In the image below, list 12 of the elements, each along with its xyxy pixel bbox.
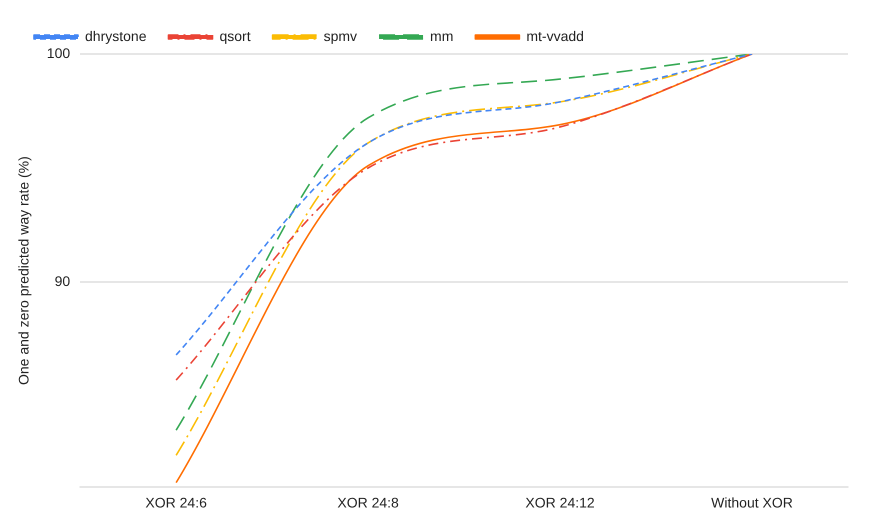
legend-label: mm	[430, 28, 454, 44]
y-tick-label: 90	[54, 272, 70, 289]
legend-label: dhrystone	[85, 28, 147, 44]
x-tick-label: XOR 24:12	[525, 494, 595, 510]
x-tick-label: XOR 24:6	[145, 494, 208, 510]
y-tick-label: 100	[46, 44, 70, 61]
legend-label: mt-vvadd	[526, 28, 584, 44]
legend-label: spmv	[324, 28, 358, 44]
x-tick-label: Without XOR	[711, 494, 793, 510]
legend-label: qsort	[219, 28, 251, 44]
x-tick-label: XOR 24:8	[337, 494, 400, 510]
y-axis-title: One and zero predicted way rate (%)	[15, 156, 32, 385]
